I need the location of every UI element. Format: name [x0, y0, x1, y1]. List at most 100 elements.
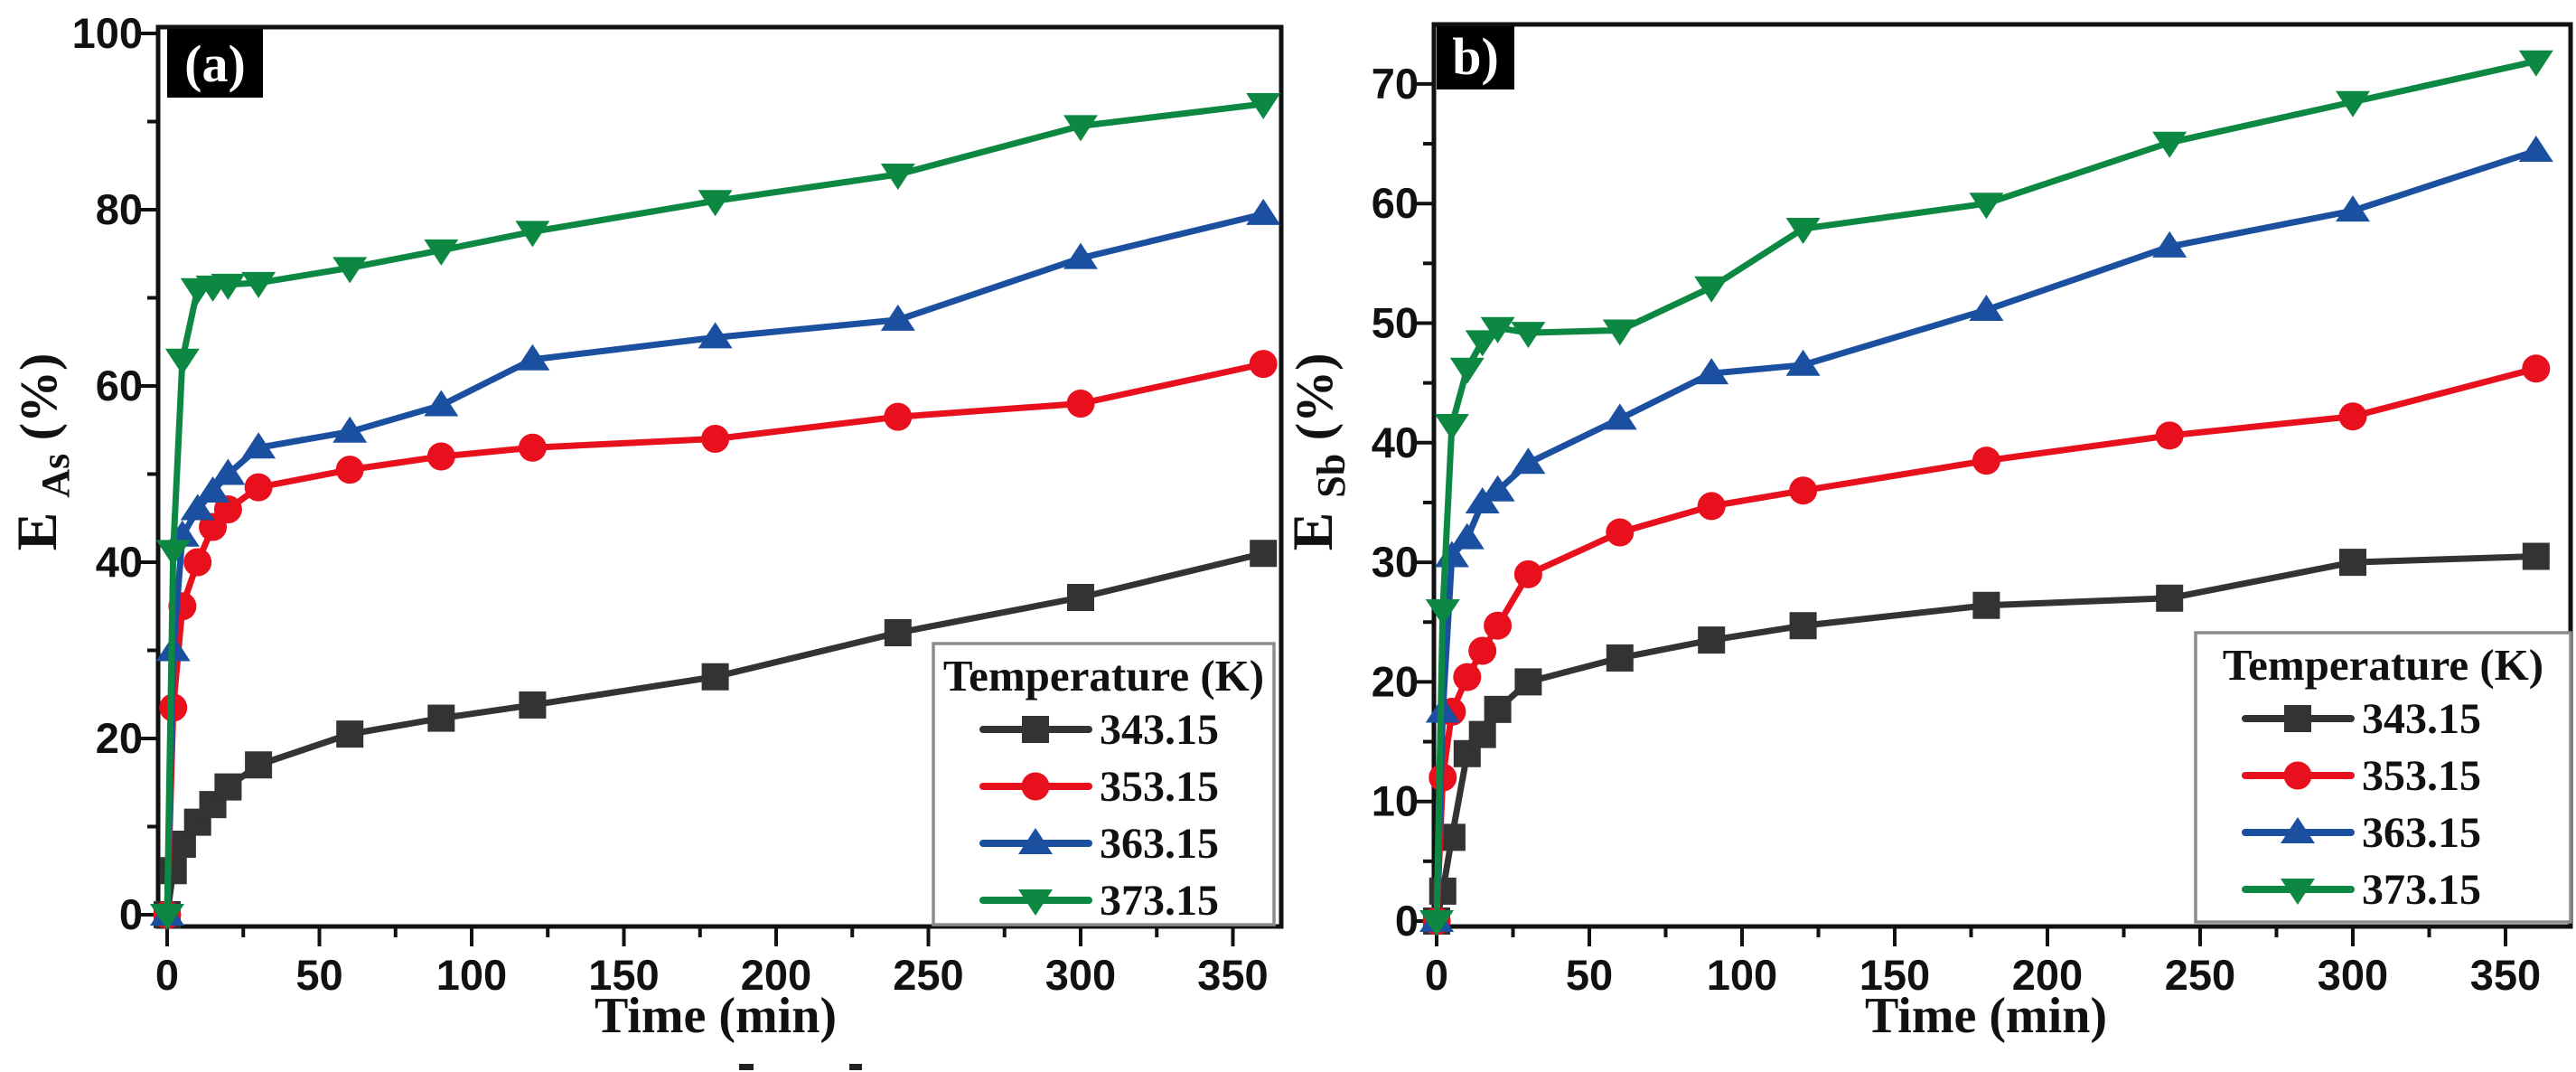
data-point-marker — [1606, 644, 1634, 672]
x-tick-label: 250 — [893, 951, 963, 999]
data-point-marker — [1697, 492, 1726, 521]
data-point-marker — [335, 456, 364, 484]
y-axis-title: E Sb (%) — [1280, 353, 1354, 551]
legend-item-label: 373.15 — [2362, 866, 2481, 914]
legend-marker — [1021, 772, 1050, 801]
legend-item-label: 353.15 — [2362, 752, 2481, 800]
y-tick-label: 40 — [96, 538, 143, 586]
series-373.15 — [150, 93, 1281, 930]
data-point-marker — [426, 442, 455, 471]
x-axis: 0 50 100 150 200 250 300 350 — [1425, 926, 2541, 999]
x-tick-label: 100 — [436, 951, 507, 999]
data-point-marker — [1972, 591, 2000, 619]
data-point-marker — [1066, 390, 1095, 418]
x-axis-title: Time (min) — [1865, 988, 2107, 1044]
legend-marker — [2284, 705, 2311, 732]
panel-label: (a) — [184, 34, 246, 93]
data-point-marker — [2336, 195, 2370, 222]
series-373.15 — [1419, 50, 2553, 936]
data-point-marker — [1694, 358, 1729, 385]
legend-item-353.15: 353.15 — [2242, 752, 2481, 800]
series-343.15 — [154, 540, 1278, 928]
data-point-marker — [515, 221, 550, 248]
x-tick-label: 350 — [1197, 951, 1268, 999]
data-point-marker — [211, 273, 246, 300]
data-point-marker — [1429, 877, 1457, 905]
caption-fragment-mark — [849, 1064, 862, 1070]
data-point-marker — [1972, 447, 2000, 475]
legend-marker — [1022, 716, 1049, 743]
data-point-marker — [1484, 611, 1513, 640]
data-point-marker — [159, 857, 187, 885]
legend-item-label: 343.15 — [1100, 706, 1219, 754]
data-point-marker — [1246, 93, 1281, 119]
data-point-marker — [1449, 522, 1485, 550]
data-point-marker — [2156, 584, 2184, 612]
y-tick-label: 40 — [1372, 418, 1419, 466]
y-tick-label: 20 — [1372, 657, 1419, 705]
data-point-marker — [2152, 131, 2187, 158]
y-tick-label: 20 — [96, 714, 143, 762]
y-axis-title: E As (%) — [5, 353, 78, 551]
data-point-marker — [1480, 475, 1515, 502]
legend-item-353.15: 353.15 — [979, 763, 1219, 811]
x-axis: 0 50 100 150 200 250 300 350 — [155, 926, 1269, 999]
data-point-marker — [1789, 476, 1818, 505]
panel-label-box — [1437, 26, 1514, 89]
data-point-marker — [1511, 322, 1546, 349]
data-point-marker — [333, 416, 368, 443]
x-tick-label: 200 — [741, 951, 811, 999]
legend-item-373.15: 373.15 — [979, 877, 1219, 925]
data-point-marker — [333, 257, 368, 284]
data-point-marker — [1468, 720, 1496, 748]
x-tick-label: 50 — [1566, 951, 1613, 999]
data-point-marker — [245, 751, 273, 779]
data-point-marker — [1513, 560, 1542, 588]
y-tick-label: 80 — [96, 185, 143, 233]
x-tick-label: 150 — [588, 951, 659, 999]
data-point-marker — [2338, 402, 2367, 431]
data-point-marker — [1484, 695, 1512, 723]
x-tick-label: 0 — [1425, 951, 1448, 999]
data-point-marker — [424, 239, 459, 266]
data-point-marker — [183, 548, 212, 577]
data-point-marker — [214, 773, 242, 801]
data-point-marker — [515, 343, 550, 371]
data-point-marker — [2155, 421, 2184, 450]
data-point-marker — [698, 190, 733, 217]
y-tick-label: 30 — [1372, 538, 1419, 586]
legend-marker — [1018, 889, 1053, 916]
data-point-marker — [2339, 549, 2366, 577]
data-point-marker — [884, 402, 913, 431]
legend-item-label: 363.15 — [2362, 809, 2481, 857]
series-line — [164, 100, 1267, 918]
legend-item-label: 373.15 — [1100, 877, 1219, 925]
data-point-marker — [1785, 217, 1821, 244]
legend-item-label: 343.15 — [2362, 695, 2481, 743]
data-point-marker — [211, 458, 246, 485]
data-point-marker — [1067, 584, 1094, 611]
data-point-marker — [1468, 636, 1497, 665]
data-point-marker — [424, 390, 459, 417]
x-tick-label: 350 — [2470, 951, 2541, 999]
series-363.15 — [1419, 135, 2553, 932]
data-point-marker — [1480, 316, 1515, 343]
y-tick-label: 0 — [1395, 897, 1419, 945]
y-tick-label: 50 — [1372, 299, 1419, 347]
data-point-marker — [1425, 599, 1460, 626]
data-point-marker — [2152, 230, 2187, 258]
data-point-marker — [1453, 663, 1482, 691]
y-tick-label: 0 — [119, 890, 143, 938]
legend-item-label: 353.15 — [1100, 763, 1219, 811]
data-point-marker — [155, 540, 191, 567]
legend-marker — [1018, 828, 1053, 854]
data-point-marker — [1969, 294, 2004, 321]
caption-fragment-mark — [739, 1064, 754, 1070]
legend-title: Temperature (K) — [2223, 640, 2543, 690]
data-point-marker — [336, 720, 364, 748]
data-point-marker — [2522, 354, 2551, 383]
data-point-marker — [1514, 668, 1542, 696]
data-point-marker — [880, 304, 915, 331]
